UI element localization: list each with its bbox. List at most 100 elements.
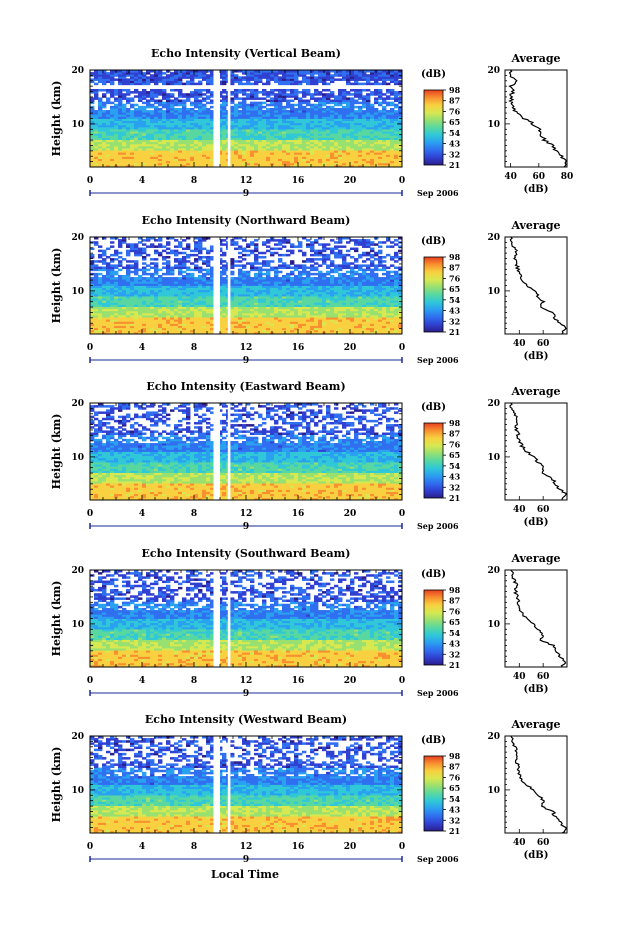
heatmap-cell [182, 308, 187, 312]
heatmap-cell [314, 148, 319, 151]
heatmap-cell [258, 266, 263, 270]
heatmap-cell [358, 126, 363, 130]
heatmap-cell [270, 281, 275, 284]
heatmap-cell [158, 156, 163, 159]
heatmap-cell [374, 139, 379, 143]
heatmap-cell [358, 162, 363, 166]
heatmap-cell [194, 110, 199, 113]
heatmap-cell [186, 310, 191, 314]
heatmap-cell [250, 129, 255, 132]
heatmap-cell [94, 298, 99, 301]
heatmap-cell [282, 164, 287, 168]
heatmap-cell [198, 74, 203, 77]
heatmap-cell [158, 131, 163, 134]
heatmap-cell [106, 135, 111, 138]
heatmap-cell [198, 243, 203, 246]
heatmap-cell [118, 298, 123, 301]
heatmap-cell [218, 103, 223, 107]
heatmap-cell [222, 80, 227, 84]
heatmap-cell [182, 139, 187, 143]
heatmap-cell [110, 154, 115, 157]
heatmap-cell [122, 158, 127, 162]
heatmap-cell [154, 72, 159, 75]
heatmap-cell [246, 308, 251, 312]
heatmap-cell [102, 258, 107, 261]
heatmap-cell [290, 122, 295, 126]
heatmap-cell [246, 118, 251, 122]
heatmap-cell [110, 298, 115, 301]
heatmap-cell [182, 112, 187, 115]
heatmap-cell [174, 310, 179, 314]
heatmap-cell [322, 118, 327, 122]
heatmap-cell [254, 122, 259, 126]
heatmap-cell [306, 70, 311, 73]
heatmap-cell [326, 143, 331, 147]
heatmap-cell [102, 331, 107, 335]
heatmap-cell [338, 78, 343, 81]
heatmap-cell [154, 258, 159, 261]
heatmap-cell [230, 277, 235, 280]
heatmap-cell [382, 76, 387, 79]
heatmap-cell [194, 97, 199, 100]
heatmap-cell [250, 88, 255, 92]
heatmap-cell [266, 306, 271, 310]
heatmap-cell [122, 266, 127, 270]
heatmap-cell [314, 156, 319, 159]
heatmap-cell [278, 82, 283, 86]
heatmap-cell [162, 152, 167, 155]
heatmap-cell [186, 148, 191, 151]
heatmap-cell [210, 105, 215, 109]
heatmap-cell [230, 298, 235, 301]
heatmap-cell [126, 331, 131, 335]
heatmap-cell [190, 302, 195, 305]
heatmap-cell [134, 152, 139, 155]
heatmap-cell [298, 154, 303, 157]
heatmap-cell [130, 164, 135, 168]
heatmap-cell [350, 143, 355, 147]
heatmap-cell [294, 80, 299, 84]
heatmap-cell [230, 74, 235, 77]
heatmap-cell [230, 76, 235, 79]
colorbar-tick-label: 32 [449, 149, 460, 159]
heatmap-cell [346, 99, 351, 103]
heatmap-cell [246, 310, 251, 314]
heatmap-cell [94, 293, 99, 297]
heatmap-cell [286, 93, 291, 96]
heatmap-cell [346, 145, 351, 149]
heatmap-cell [154, 150, 159, 153]
heatmap-cell [146, 264, 151, 267]
heatmap-cell [174, 156, 179, 159]
heatmap-cell [314, 129, 319, 132]
heatmap-cell [278, 152, 283, 155]
heatmap-cell [330, 114, 335, 117]
heatmap-cell [394, 120, 399, 124]
heatmap-cell [114, 131, 119, 134]
heatmap-cell [282, 97, 287, 100]
heatmap-cell [98, 139, 103, 143]
heatmap-cell [94, 114, 99, 117]
heatmap-cell [302, 164, 307, 168]
heatmap-cell [398, 124, 403, 128]
heatmap-cell [102, 327, 107, 331]
heatmap-cell [130, 141, 135, 145]
heatmap-cell [170, 99, 175, 103]
heatmap-cell [190, 253, 195, 257]
heatmap-cell [374, 135, 379, 138]
heatmap-cell [314, 72, 319, 75]
heatmap-cell [374, 150, 379, 153]
heatmap-cell [234, 264, 239, 267]
heatmap-cell [166, 137, 171, 140]
heatmap-cell [330, 133, 335, 136]
heatmap-cell [354, 105, 359, 109]
heatmap-cell [126, 281, 131, 284]
heatmap-cell [142, 296, 147, 299]
heatmap-cell [362, 162, 367, 166]
heatmap-cell [290, 76, 295, 79]
heatmap-cell [182, 158, 187, 162]
heatmap-cell [242, 118, 247, 122]
heatmap-cell [370, 158, 375, 162]
heatmap-cell [334, 131, 339, 134]
heatmap-cell [110, 82, 115, 86]
heatmap-cell [122, 78, 127, 81]
heatmap-cell [138, 319, 143, 322]
